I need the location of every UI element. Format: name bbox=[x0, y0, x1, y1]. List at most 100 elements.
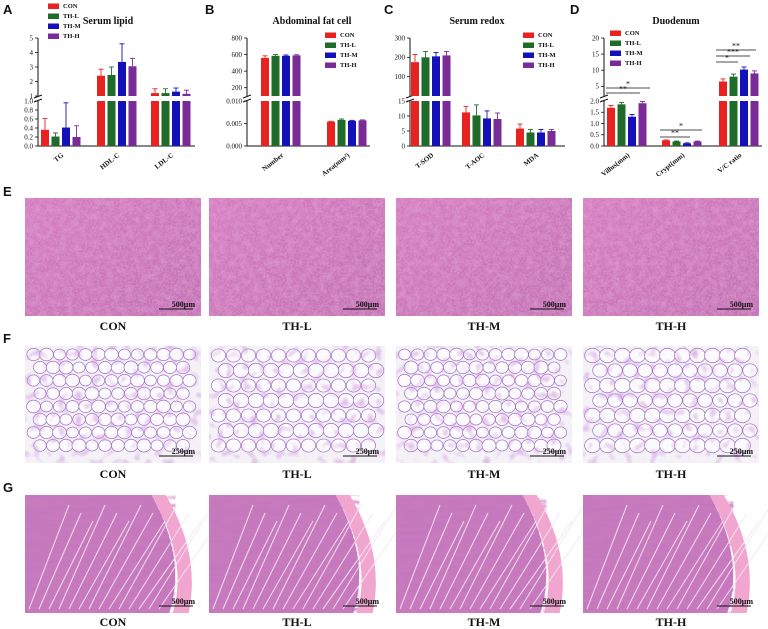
legend-swatch bbox=[325, 62, 336, 68]
x-tick-label: V/C ratio bbox=[716, 151, 744, 175]
chart-title: Abdominal fat cell bbox=[273, 16, 352, 27]
axis-break-mark bbox=[599, 94, 609, 99]
group-label: TH-L bbox=[282, 615, 311, 629]
legend-label: TH-M bbox=[63, 23, 81, 30]
y-tick-label: 15 bbox=[398, 97, 406, 105]
legend-swatch bbox=[523, 62, 534, 68]
bar bbox=[628, 116, 636, 146]
villus-lumen bbox=[232, 520, 278, 610]
group-label: TH-H bbox=[656, 467, 687, 481]
x-tick-label: Number bbox=[261, 151, 286, 173]
villus-lumen bbox=[449, 520, 501, 610]
legend-swatch bbox=[610, 30, 621, 36]
y-tick-label: 0.0 bbox=[590, 142, 599, 150]
y-tick-label: 2.0 bbox=[590, 97, 599, 105]
legend-label: TH-M bbox=[625, 50, 643, 57]
liver-texture bbox=[396, 198, 572, 316]
bar bbox=[151, 101, 159, 146]
bar bbox=[151, 93, 159, 96]
villus-lumen bbox=[272, 504, 326, 610]
adipose-texture bbox=[209, 346, 385, 463]
y-tick-label: 20 bbox=[592, 34, 600, 42]
scale-bar-label: 250μm bbox=[356, 447, 380, 456]
legend-swatch bbox=[48, 23, 59, 29]
villus-lumen bbox=[479, 520, 537, 610]
villus-lumen bbox=[716, 533, 768, 610]
villus-lumen bbox=[459, 504, 513, 610]
villi-texture bbox=[396, 495, 547, 613]
legend-label: CON bbox=[63, 3, 78, 10]
y-tick-label: 1.5 bbox=[590, 109, 599, 117]
bar bbox=[172, 101, 180, 146]
group-label: TH-M bbox=[468, 319, 501, 333]
villus-lumen bbox=[242, 504, 290, 610]
liver-texture bbox=[583, 198, 759, 316]
scale-bar-label: 250μm bbox=[730, 447, 754, 456]
villus-lumen bbox=[332, 504, 398, 610]
x-tick-label: T-AOC bbox=[464, 151, 486, 171]
bar bbox=[107, 74, 116, 96]
bar bbox=[638, 103, 647, 146]
bar bbox=[128, 101, 137, 146]
chart-panel-b: B Abdominal fat cell 200 400 600 800 0.000 0.00… bbox=[205, 2, 370, 178]
y-tick-label: 0.4 bbox=[24, 124, 33, 132]
villus-lumen bbox=[282, 512, 338, 610]
micrograph-liver-th-m: 500μm TH-M bbox=[396, 198, 572, 333]
axis-break-mark bbox=[33, 94, 43, 99]
y-tick-label: 0.010 bbox=[226, 97, 242, 105]
group-label: TH-L bbox=[282, 467, 311, 481]
bar bbox=[750, 101, 759, 146]
villus-lumen bbox=[252, 512, 302, 610]
significance-marker: * bbox=[626, 80, 630, 89]
micrographs-layer: E 500μm CON 500μm TH-L 500μm TH-M 500μm TH-H F 250… bbox=[3, 184, 768, 629]
legend-label: TH-H bbox=[340, 62, 357, 69]
y-tick-label: 400 bbox=[232, 68, 243, 76]
bar bbox=[472, 115, 481, 146]
bar bbox=[421, 57, 430, 96]
bar bbox=[172, 91, 180, 96]
bar bbox=[358, 120, 367, 146]
y-tick-label: 800 bbox=[232, 34, 243, 42]
legend-label: CON bbox=[625, 30, 640, 37]
bar bbox=[421, 101, 430, 146]
scale-bar-label: 500μm bbox=[356, 300, 380, 309]
micrograph-adipose-con: 250μm CON bbox=[25, 346, 201, 481]
bar bbox=[337, 119, 346, 146]
bar bbox=[261, 101, 269, 146]
x-tick-label: LDL-C bbox=[153, 151, 175, 171]
bar bbox=[327, 121, 335, 146]
micrograph-adipose-th-h: 250μm TH-H bbox=[583, 346, 759, 481]
scale-bar-label: 500μm bbox=[730, 597, 754, 606]
villus-lumen bbox=[98, 512, 154, 610]
bar bbox=[182, 93, 191, 96]
bar bbox=[750, 73, 759, 96]
micrograph-duodenum-th-h: 500μm TH-H bbox=[583, 495, 768, 629]
bar bbox=[411, 101, 419, 146]
legend-swatch bbox=[610, 40, 621, 46]
bar bbox=[683, 143, 691, 146]
y-tick-label: 0.0 bbox=[24, 142, 33, 150]
group-label: TH-H bbox=[656, 615, 687, 629]
legend-swatch bbox=[610, 60, 621, 66]
bar bbox=[161, 101, 170, 146]
bar bbox=[607, 107, 615, 146]
y-tick-label: 0.005 bbox=[226, 120, 242, 128]
bar bbox=[72, 137, 81, 146]
bar bbox=[432, 56, 440, 96]
villi-texture bbox=[25, 495, 176, 613]
villus-lumen bbox=[28, 504, 70, 610]
villus-lumen bbox=[128, 512, 190, 610]
villus-lumen bbox=[302, 504, 362, 610]
villus-lumen bbox=[262, 520, 314, 610]
y-tick-label: 10 bbox=[398, 112, 406, 120]
villus-lumen bbox=[399, 504, 441, 610]
villus-lumen bbox=[312, 512, 374, 610]
group-label: TH-M bbox=[468, 467, 501, 481]
bar bbox=[292, 55, 301, 96]
villus-lumen bbox=[606, 520, 652, 610]
villus-lumen bbox=[38, 512, 82, 610]
y-tick-label: 200 bbox=[395, 54, 406, 62]
x-tick-label: Area(mm²) bbox=[320, 151, 352, 178]
scale-bar-label: 500μm bbox=[730, 300, 754, 309]
